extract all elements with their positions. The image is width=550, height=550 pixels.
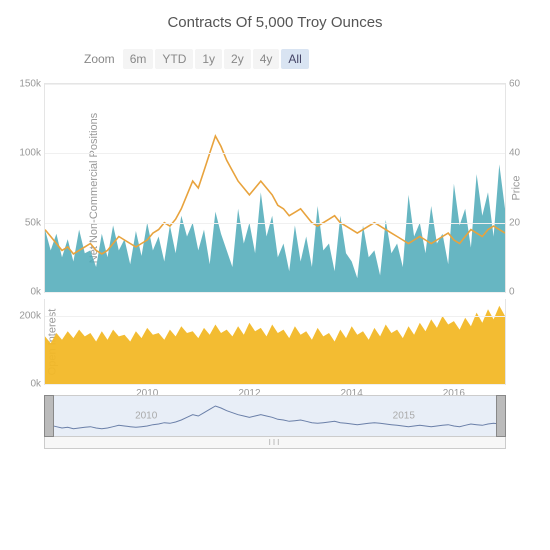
positions-price-panel[interactable]: Net Non-Commercial Positions Price 0k50k… bbox=[44, 83, 506, 293]
zoom-btn-ytd[interactable]: YTD bbox=[155, 49, 193, 69]
panel2-svg bbox=[45, 299, 505, 384]
ytick-right: 60 bbox=[505, 79, 520, 90]
navigator-year: 2015 bbox=[393, 411, 415, 422]
main-chart-panel: Net Non-Commercial Positions Price 0k50k… bbox=[44, 83, 506, 385]
zoom-btn-6m[interactable]: 6m bbox=[123, 49, 154, 69]
navigator-svg bbox=[45, 396, 505, 436]
zoom-btn-all[interactable]: All bbox=[281, 49, 308, 69]
ytick-right: 40 bbox=[505, 148, 520, 159]
ytick-left: 150k bbox=[19, 79, 45, 90]
ytick-left: 50k bbox=[25, 217, 45, 228]
zoom-label: Zoom bbox=[84, 52, 115, 66]
zoom-btn-4y[interactable]: 4y bbox=[253, 49, 280, 69]
open-interest-panel[interactable]: Open Interest 0k200k2010201220142016 bbox=[44, 299, 506, 385]
navigator-year: 2010 bbox=[135, 411, 157, 422]
range-navigator[interactable]: 2010 2015 bbox=[44, 395, 506, 437]
ytick-left: 0k bbox=[30, 287, 45, 298]
navigator-scrollbar[interactable]: III bbox=[44, 437, 506, 449]
chart-container: Contracts Of 5,000 Troy Ounces Zoom 6mYT… bbox=[0, 0, 550, 457]
y-axis-right-label: Price bbox=[510, 175, 522, 200]
ytick-right: 20 bbox=[505, 217, 520, 228]
zoom-btn-1y[interactable]: 1y bbox=[195, 49, 222, 69]
ytick-left: 100k bbox=[19, 148, 45, 159]
zoom-btn-2y[interactable]: 2y bbox=[224, 49, 251, 69]
zoom-controls: Zoom 6mYTD1y2y4yAll bbox=[84, 49, 538, 69]
panel1-svg bbox=[45, 84, 505, 292]
ytick-right: 0 bbox=[505, 287, 515, 298]
ytick-oi: 0k bbox=[30, 379, 45, 390]
ytick-oi: 200k bbox=[19, 311, 45, 322]
navigator-handle-right[interactable] bbox=[496, 395, 506, 437]
navigator-handle-left[interactable] bbox=[44, 395, 54, 437]
chart-title: Contracts Of 5,000 Troy Ounces bbox=[12, 14, 538, 31]
